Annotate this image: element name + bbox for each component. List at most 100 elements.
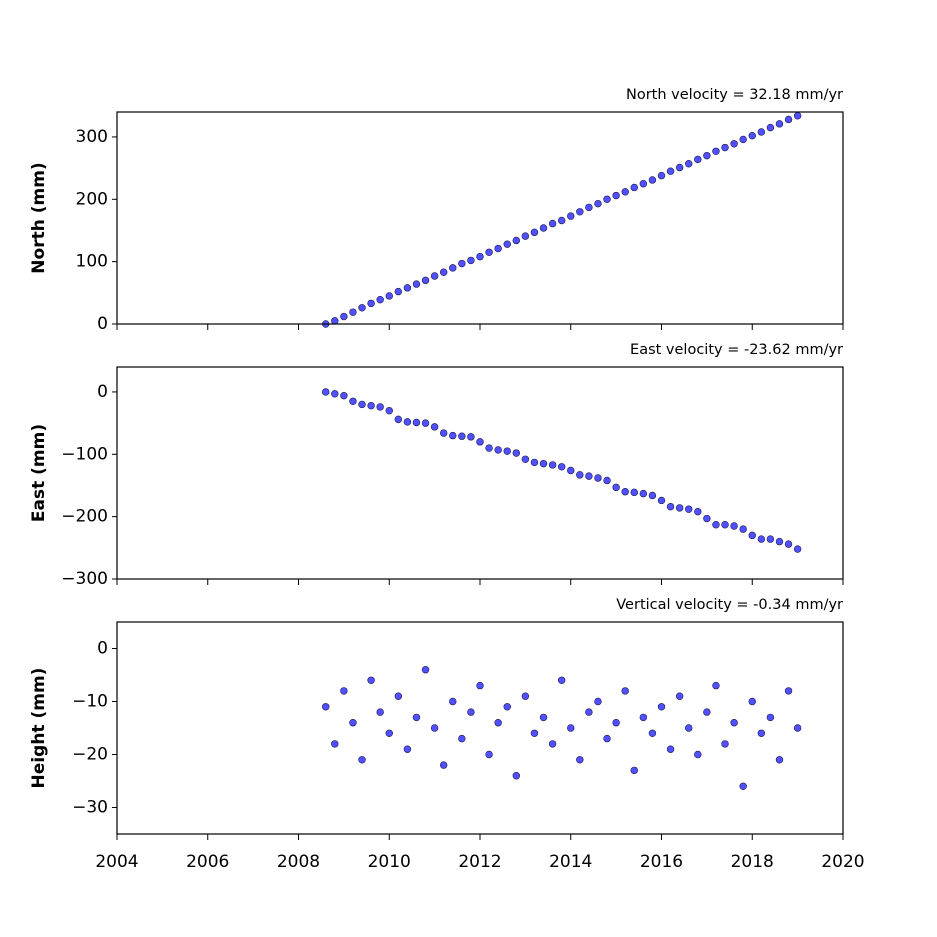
point — [630, 766, 638, 775]
point — [349, 308, 357, 316]
point — [557, 216, 566, 225]
point — [539, 224, 548, 232]
point — [712, 521, 720, 529]
point — [394, 287, 403, 296]
point — [403, 284, 412, 292]
point — [739, 525, 747, 533]
point — [440, 268, 448, 276]
point — [449, 264, 457, 272]
point — [521, 232, 530, 240]
point — [793, 545, 802, 553]
axes-frame — [116, 621, 844, 835]
point — [503, 447, 511, 455]
point — [685, 505, 693, 513]
point — [694, 155, 702, 164]
point — [675, 692, 684, 700]
point — [367, 676, 375, 684]
x-tick-label: 2012 — [458, 852, 501, 872]
point — [648, 491, 657, 500]
point — [521, 692, 530, 700]
point — [331, 317, 339, 325]
point — [639, 180, 648, 188]
point — [539, 713, 548, 722]
point — [757, 729, 766, 737]
x-tick-label: 2008 — [277, 852, 320, 872]
point — [340, 391, 348, 400]
point — [585, 203, 593, 212]
y-tick-label: 0 — [97, 639, 108, 659]
point — [594, 474, 602, 482]
point — [367, 401, 375, 410]
point — [766, 535, 775, 543]
point — [721, 521, 729, 529]
point — [548, 461, 557, 469]
point — [748, 697, 756, 706]
point — [621, 687, 629, 695]
point — [567, 212, 575, 220]
point — [421, 276, 430, 285]
point — [576, 756, 584, 764]
point — [421, 665, 430, 674]
point — [775, 537, 784, 546]
point — [530, 228, 539, 237]
x-tick-label: 2020 — [821, 852, 864, 872]
point — [503, 703, 511, 711]
point — [467, 256, 475, 265]
point — [476, 438, 484, 446]
point — [340, 687, 348, 695]
panel-title: East velocity = -23.62 mm/yr — [630, 342, 843, 358]
y-tick-label: −20 — [72, 745, 108, 765]
point — [512, 771, 520, 780]
point — [430, 272, 439, 280]
point — [784, 115, 793, 124]
x-tick-label: 2010 — [368, 852, 411, 872]
y-tick-label: −30 — [72, 798, 108, 818]
point — [739, 135, 747, 144]
point — [557, 463, 566, 471]
point — [385, 729, 393, 737]
point — [784, 687, 793, 695]
point — [548, 740, 557, 748]
point — [440, 761, 448, 769]
point — [494, 718, 502, 727]
point — [530, 729, 539, 737]
point — [639, 489, 648, 498]
axes-frame — [116, 366, 844, 580]
point — [458, 734, 466, 743]
point — [721, 143, 729, 152]
point — [657, 171, 666, 180]
point — [666, 502, 675, 511]
point — [331, 390, 339, 398]
point — [512, 449, 520, 457]
point — [403, 418, 412, 426]
point — [666, 167, 675, 175]
y-tick-label: 0 — [97, 382, 108, 402]
point — [358, 304, 366, 312]
point — [730, 522, 738, 530]
point — [630, 488, 638, 497]
point — [322, 703, 330, 711]
point — [476, 681, 484, 690]
point — [394, 692, 403, 700]
point — [331, 740, 339, 748]
point — [666, 745, 675, 753]
point — [603, 734, 611, 743]
point — [476, 252, 484, 261]
point — [675, 163, 684, 172]
point — [757, 535, 766, 543]
point — [412, 713, 421, 722]
panel-title: Vertical velocity = -0.34 mm/yr — [616, 597, 843, 613]
point — [739, 782, 747, 790]
x-tick-label: 2016 — [640, 852, 683, 872]
x-tick-label: 2006 — [186, 852, 229, 872]
point — [657, 703, 666, 711]
point — [703, 151, 711, 160]
point — [703, 708, 711, 716]
point — [775, 120, 784, 128]
point — [521, 455, 530, 463]
point — [349, 718, 357, 727]
point — [467, 433, 475, 441]
point — [694, 507, 702, 516]
point — [412, 418, 421, 427]
y-tick-label: −300 — [61, 569, 108, 589]
